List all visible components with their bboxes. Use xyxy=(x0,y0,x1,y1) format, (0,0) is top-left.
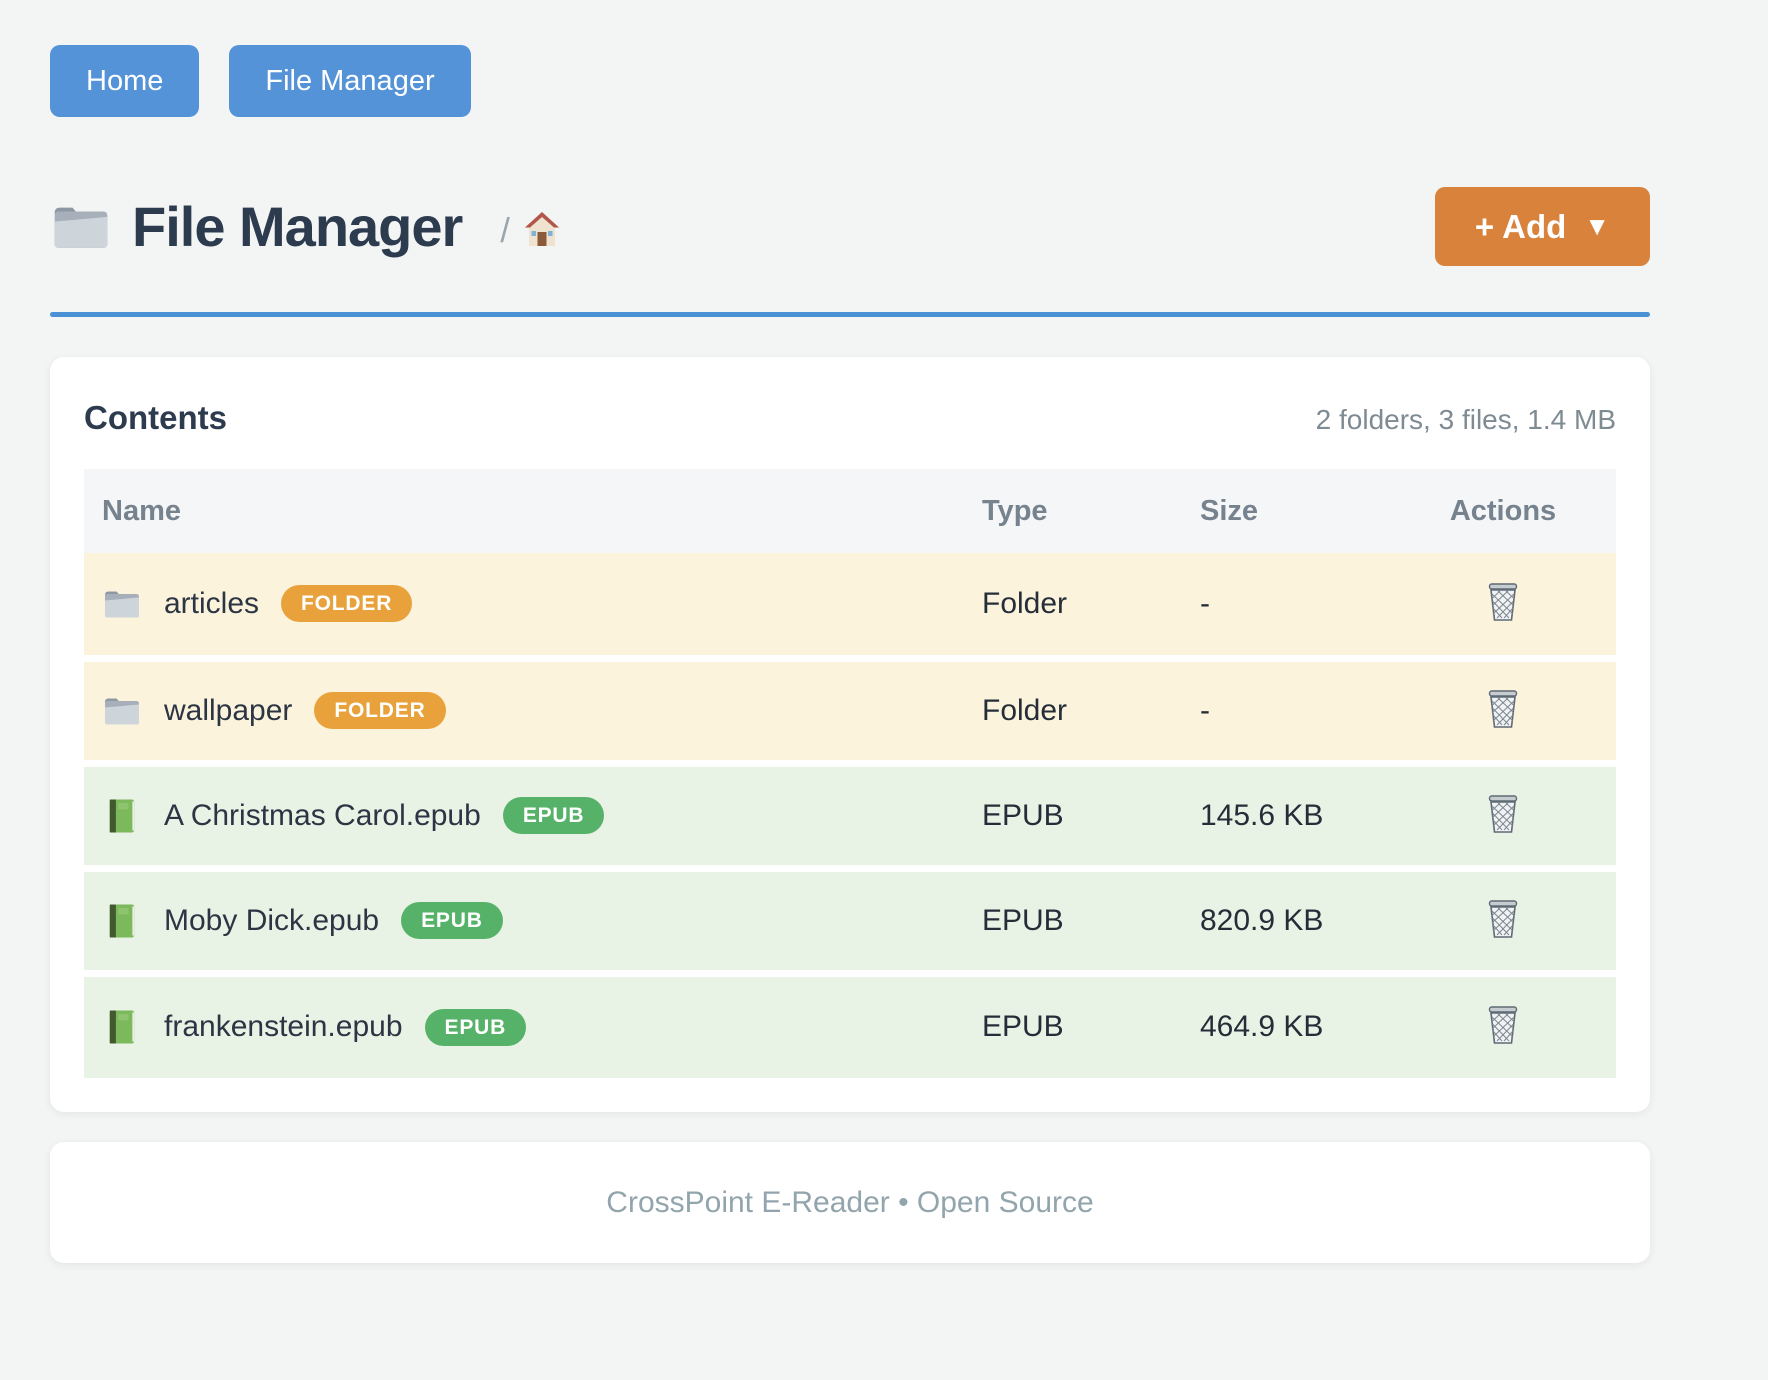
delete-button[interactable] xyxy=(1481,1000,1525,1053)
type-cell: EPUB xyxy=(982,798,1064,832)
type-badge: FOLDER xyxy=(314,692,446,729)
contents-summary: 2 folders, 3 files, 1.4 MB xyxy=(1315,404,1616,435)
add-button[interactable]: + Add ▼ xyxy=(1434,187,1650,266)
table-header: Name Type Size Actions xyxy=(84,469,1616,553)
column-header-size: Size xyxy=(1200,494,1259,527)
file-name-link[interactable]: Moby Dick.epub xyxy=(164,903,380,937)
type-badge: EPUB xyxy=(424,1008,527,1046)
file-name-link[interactable]: articles xyxy=(164,586,260,620)
delete-button[interactable] xyxy=(1481,894,1525,947)
trash-icon xyxy=(1485,689,1521,733)
breadcrumb: / xyxy=(500,209,561,254)
size-cell: 820.9 KB xyxy=(1200,903,1324,937)
nav-button-home[interactable]: Home xyxy=(50,45,200,117)
trash-icon xyxy=(1485,583,1521,626)
size-cell: - xyxy=(1200,586,1210,620)
delete-button[interactable] xyxy=(1481,577,1525,630)
file-name-link[interactable]: wallpaper xyxy=(164,693,293,727)
top-nav: Home File Manager xyxy=(50,45,1650,117)
column-header-actions: Actions xyxy=(1449,494,1557,527)
type-badge: EPUB xyxy=(502,797,605,834)
type-cell: EPUB xyxy=(982,903,1064,937)
book-icon xyxy=(102,796,142,836)
title-wrap: File Manager / xyxy=(50,194,562,259)
card-header: Contents 2 folders, 3 files, 1.4 MB xyxy=(84,391,1616,437)
folder-icon xyxy=(102,584,142,624)
trash-icon xyxy=(1485,794,1521,838)
nav-button-file-manager[interactable]: File Manager xyxy=(229,45,471,117)
table-row[interactable]: Moby Dick.epub EPUB EPUB 820.9 KB xyxy=(84,868,1616,973)
breadcrumb-separator: / xyxy=(500,212,510,250)
file-name-link[interactable]: frankenstein.epub xyxy=(164,1010,403,1044)
page-title: File Manager xyxy=(132,195,463,258)
book-icon xyxy=(102,1007,142,1047)
size-cell: 145.6 KB xyxy=(1200,798,1324,832)
column-header-name: Name xyxy=(102,494,181,527)
table-row[interactable]: A Christmas Carol.epub EPUB EPUB 145.6 K… xyxy=(84,763,1616,868)
caret-down-icon: ▼ xyxy=(1584,211,1610,241)
file-name-link[interactable]: A Christmas Carol.epub xyxy=(164,798,481,832)
book-icon xyxy=(102,901,142,941)
size-cell: 464.9 KB xyxy=(1200,1010,1324,1044)
trash-icon xyxy=(1485,899,1521,943)
delete-button[interactable] xyxy=(1481,789,1525,842)
trash-icon xyxy=(1485,1006,1521,1049)
page-container: Home File Manager File Manager / xyxy=(50,0,1650,1263)
card-title: Contents xyxy=(84,399,227,436)
folder-icon xyxy=(50,200,112,254)
size-cell: - xyxy=(1200,693,1210,727)
type-badge: EPUB xyxy=(401,902,503,939)
table-body: articles FOLDER Folder - xyxy=(84,553,1616,1078)
type-cell: Folder xyxy=(982,586,1068,620)
accent-divider xyxy=(50,312,1650,317)
table-row[interactable]: wallpaper FOLDER Folder - xyxy=(84,658,1616,763)
home-icon[interactable] xyxy=(522,209,562,254)
contents-card: Contents 2 folders, 3 files, 1.4 MB Name… xyxy=(50,357,1650,1112)
table-row[interactable]: frankenstein.epub EPUB EPUB 464.9 KB xyxy=(84,973,1616,1078)
column-header-type: Type xyxy=(982,494,1048,527)
add-button-label: + Add xyxy=(1474,207,1567,245)
page-header: File Manager / + Add ▼ xyxy=(50,187,1650,266)
type-badge: FOLDER xyxy=(281,585,413,623)
file-table: Name Type Size Actions xyxy=(84,469,1616,1078)
type-cell: EPUB xyxy=(982,1010,1064,1044)
type-cell: Folder xyxy=(982,693,1068,727)
folder-icon xyxy=(102,691,142,731)
table-row[interactable]: articles FOLDER Folder - xyxy=(84,553,1616,658)
delete-button[interactable] xyxy=(1481,684,1525,737)
footer-text: CrossPoint E-Reader • Open Source xyxy=(606,1185,1094,1219)
footer: CrossPoint E-Reader • Open Source xyxy=(50,1142,1650,1263)
